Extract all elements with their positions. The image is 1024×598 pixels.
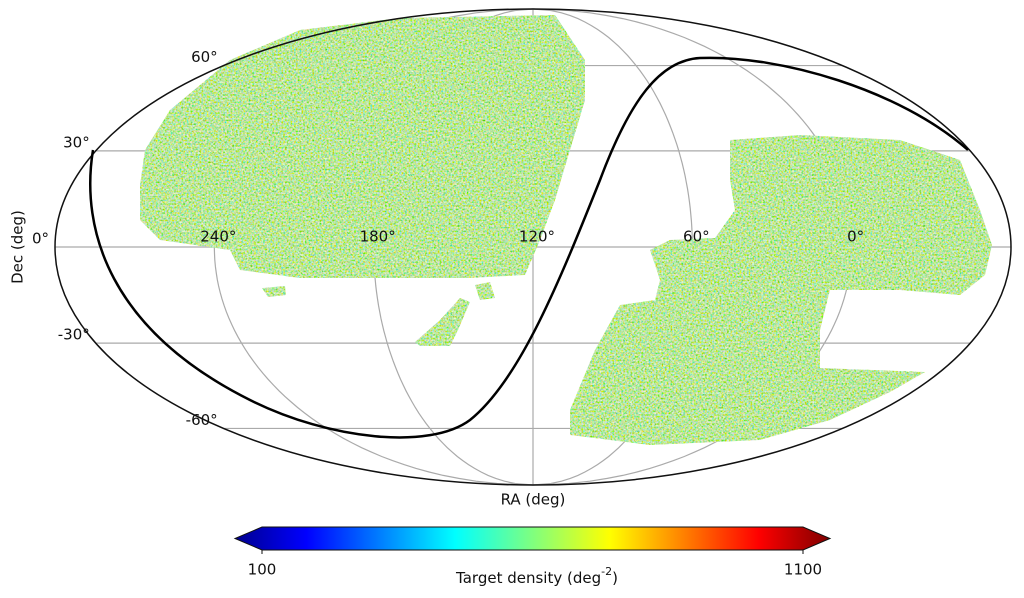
footprints xyxy=(140,15,992,445)
y-tick-label: 30° xyxy=(63,133,90,151)
colorbar-label: Target density (deg-2) xyxy=(455,565,618,587)
y-axis-label: Dec (deg) xyxy=(9,210,27,284)
x-tick-label: 0° xyxy=(847,228,864,246)
south-footprint xyxy=(570,135,992,445)
x-tick-label: 60° xyxy=(683,228,710,246)
y-tick-label: -60° xyxy=(186,411,218,429)
x-axis-label: RA (deg) xyxy=(501,491,566,509)
island xyxy=(415,298,470,346)
y-tick-label: 0° xyxy=(32,230,49,248)
island xyxy=(262,286,286,297)
y-tick-label: 60° xyxy=(191,48,218,66)
y-tick-label: -30° xyxy=(58,326,90,344)
x-tick-label: 240° xyxy=(200,228,236,246)
colorbar-label-text: Target density (deg xyxy=(455,569,601,587)
north-footprint xyxy=(140,15,585,278)
island xyxy=(475,282,495,300)
colorbar-tick-label: 100 xyxy=(248,561,277,579)
tick-labels: 240° 180° 120° 60° 0° 60° 30° 0° -30° -60° xyxy=(32,48,864,429)
colorbar-tick-label: 1100 xyxy=(784,561,822,579)
colorbar-label-exp: -2 xyxy=(601,565,612,578)
colorbar-bar xyxy=(233,526,832,551)
galactic-plane xyxy=(89,56,969,439)
colorbar: Target density (deg-2) 100 1100 xyxy=(233,526,832,587)
x-tick-label: 180° xyxy=(360,228,396,246)
x-tick-label: 120° xyxy=(519,228,555,246)
sky-boundary xyxy=(54,8,1012,486)
colorbar-label-end: ) xyxy=(612,569,618,587)
